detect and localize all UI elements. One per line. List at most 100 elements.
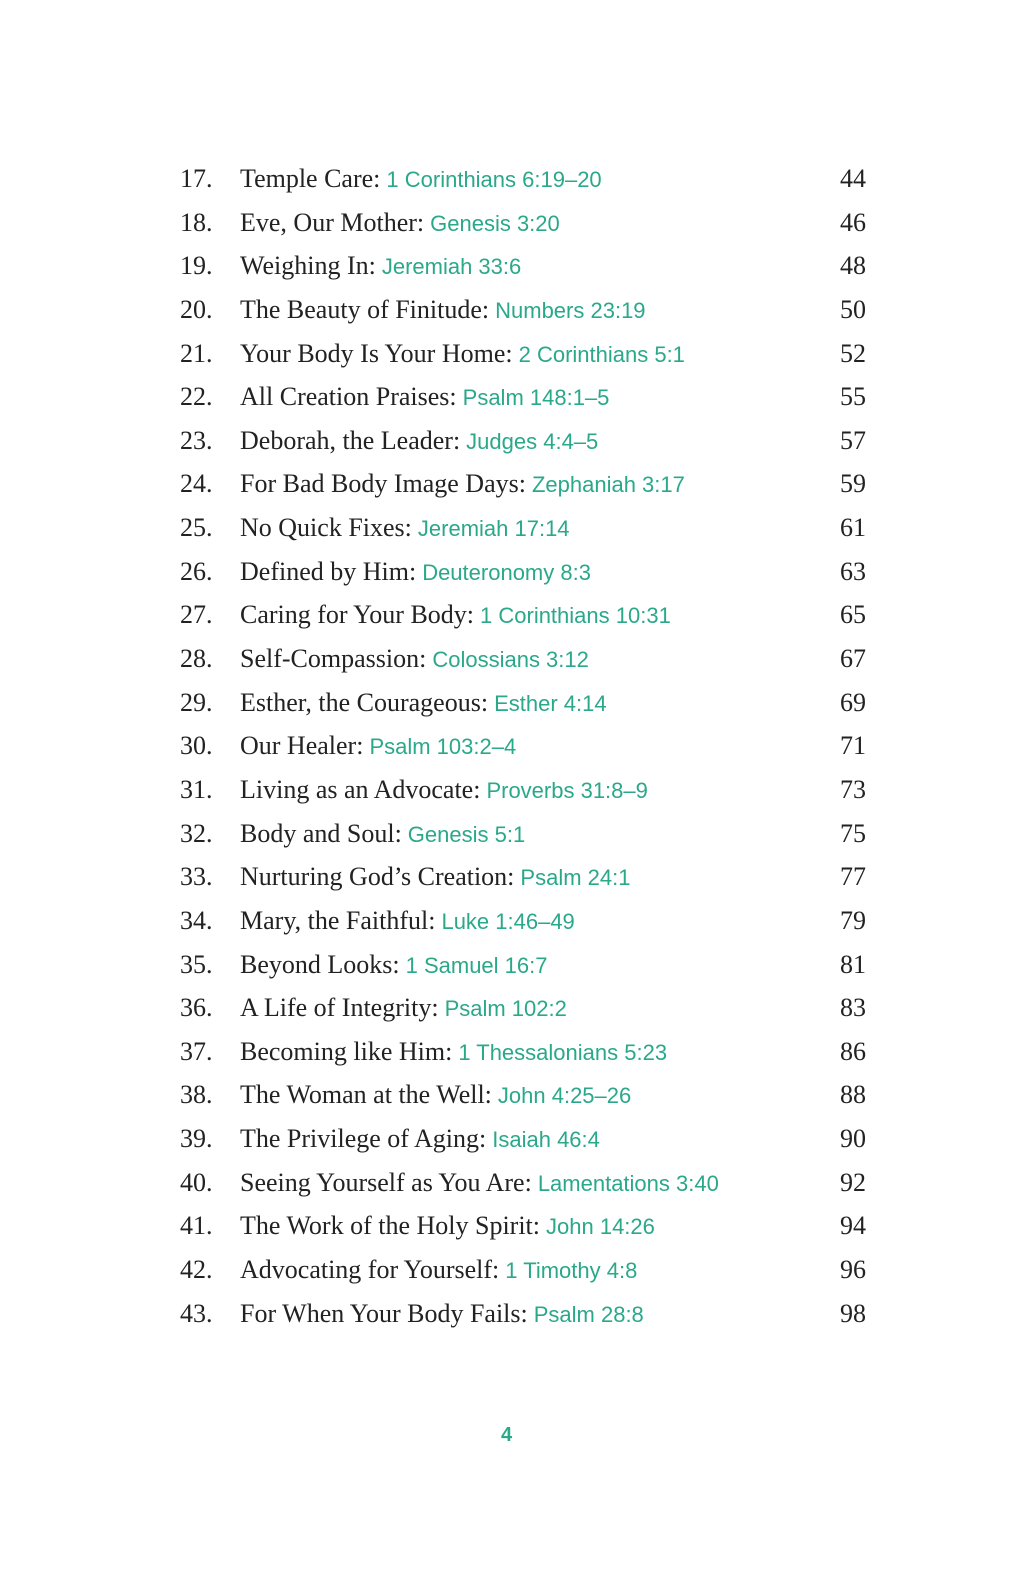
entry-page: 46 — [840, 207, 866, 237]
scripture-reference: Isaiah 46:4 — [492, 1127, 600, 1153]
toc-entry: 34. Mary, the Faithful: Luke 1:46–49 79 — [180, 902, 866, 946]
entry-title-text: Seeing Yourself as You Are: — [240, 1167, 532, 1197]
entry-title: All Creation Praises: Psalm 148:1–5 — [240, 378, 609, 417]
entry-number: 34. — [180, 905, 213, 935]
entry-title-text: A Life of Integrity: — [240, 993, 439, 1023]
entry-title: The Privilege of Aging: Isaiah 46:4 — [240, 1120, 600, 1159]
entry-title-text: The Privilege of Aging: — [240, 1124, 487, 1154]
scripture-reference: John 4:25–26 — [497, 1083, 632, 1109]
scripture-reference: Colossians 3:12 — [432, 647, 589, 673]
entry-page: 79 — [840, 905, 866, 935]
toc-entry: 35. Beyond Looks: 1 Samuel 16:7 81 — [180, 946, 866, 990]
entry-title: The Work of the Holy Spirit: John 14:26 — [240, 1207, 655, 1246]
toc-entry: 39. The Privilege of Aging: Isaiah 46:4 90 — [180, 1120, 866, 1164]
scripture-reference: Jeremiah 17:14 — [417, 516, 570, 542]
scripture-reference: Genesis 5:1 — [407, 821, 526, 847]
entry-number: 23. — [180, 425, 213, 455]
entry-title-text: Advocating for Yourself: — [240, 1255, 500, 1285]
scripture-reference: Psalm 28:8 — [533, 1301, 644, 1327]
scripture-reference: John 14:26 — [546, 1214, 655, 1240]
entry-page: 98 — [840, 1298, 866, 1328]
entry-title-text: Living as an Advocate: — [240, 774, 481, 804]
entry-page: 48 — [840, 251, 866, 281]
entry-title: Self-Compassion: Colossians 3:12 — [240, 640, 589, 679]
entry-number: 22. — [180, 382, 213, 412]
entry-page: 75 — [840, 818, 866, 848]
scripture-reference: 1 Samuel 16:7 — [405, 952, 548, 978]
entry-page: 69 — [840, 687, 866, 717]
entry-title-text: Caring for Your Body: — [240, 600, 475, 630]
entry-title: Beyond Looks: 1 Samuel 16:7 — [240, 946, 547, 985]
entry-number: 41. — [180, 1211, 213, 1241]
entry-title: Our Healer: Psalm 103:2–4 — [240, 727, 516, 766]
toc-entry: 26. Defined by Him: Deuteronomy 8:3 63 — [180, 553, 866, 597]
toc-entry: 18. Eve, Our Mother: Genesis 3:20 46 — [180, 204, 866, 248]
entry-title: Body and Soul: Genesis 5:1 — [240, 815, 525, 854]
entry-title: Esther, the Courageous: Esther 4:14 — [240, 684, 607, 723]
entry-number: 37. — [180, 1036, 213, 1066]
toc-entry: 25. No Quick Fixes: Jeremiah 17:14 61 — [180, 509, 866, 553]
scripture-reference: Judges 4:4–5 — [466, 428, 599, 454]
entry-title-text: Becoming like Him: — [240, 1036, 453, 1066]
scripture-reference: 1 Corinthians 6:19–20 — [386, 167, 602, 192]
entry-title-text: For Bad Body Image Days: — [240, 469, 526, 499]
scripture-reference: Lamentations 3:40 — [537, 1170, 719, 1196]
toc-entry: 30. Our Healer: Psalm 103:2–4 71 — [180, 727, 866, 771]
toc-entry: 40. Seeing Yourself as You Are: Lamentatio… — [180, 1164, 866, 1208]
toc-entry: 22. All Creation Praises: Psalm 148:1–5 55 — [180, 378, 866, 422]
scripture-reference: Genesis 3:20 — [430, 210, 560, 236]
entry-title: Deborah, the Leader: Judges 4:4–5 — [240, 422, 598, 461]
entry-number: 33. — [180, 862, 213, 892]
toc-entry: 37. Becoming like Him: 1 Thessalonians 5:2… — [180, 1033, 866, 1077]
scripture-reference: 2 Corinthians 5:1 — [518, 341, 685, 367]
toc-entry: 24. For Bad Body Image Days: Zephaniah 3:1… — [180, 465, 866, 509]
toc-entry: 19. Weighing In: Jeremiah 33:6 48 — [180, 247, 866, 291]
entry-title-text: Mary, the Faithful: — [240, 905, 436, 935]
scripture-reference: 1 Corinthians 10:31 — [480, 603, 671, 629]
entry-title: Seeing Yourself as You Are: Lamentations … — [240, 1164, 719, 1203]
entry-title-text: Esther, the Courageous: — [240, 687, 489, 717]
entry-number: 24. — [180, 469, 213, 499]
scripture-reference: Zephaniah 3:17 — [531, 472, 685, 498]
entry-title: A Life of Integrity: Psalm 102:2 — [240, 989, 567, 1028]
entry-title-text: Weighing In: — [240, 251, 376, 281]
entry-number: 17. — [180, 164, 213, 193]
entry-number: 26. — [180, 556, 213, 586]
entry-title: Eve, Our Mother: Genesis 3:20 — [240, 204, 560, 243]
entry-title-text: The Work of the Holy Spirit: — [240, 1211, 541, 1241]
entry-title-text: All Creation Praises: — [240, 382, 457, 412]
entry-page: 94 — [840, 1211, 866, 1241]
entry-number: 20. — [180, 294, 213, 324]
scripture-reference: Psalm 24:1 — [520, 865, 631, 891]
entry-page: 73 — [840, 774, 866, 804]
entry-title-text: Beyond Looks: — [240, 949, 400, 979]
entry-title: Becoming like Him: 1 Thessalonians 5:23 — [240, 1033, 667, 1072]
scripture-reference: Proverbs 31:8–9 — [486, 777, 648, 803]
toc-entry: 27. Caring for Your Body: 1 Corinthians 10… — [180, 596, 866, 640]
entry-page: 55 — [840, 382, 866, 412]
entry-page: 88 — [840, 1080, 866, 1110]
toc-entry: 33. Nurturing God’s Creation: Psalm 24:1 77 — [180, 858, 866, 902]
scripture-reference: Psalm 102:2 — [444, 996, 567, 1022]
entry-title: Temple Care: 1 Corinthians 6:19–20 — [240, 160, 602, 199]
entry-number: 32. — [180, 818, 213, 848]
entry-page: 65 — [840, 600, 866, 630]
entry-number: 28. — [180, 644, 213, 674]
scripture-reference: Esther 4:14 — [494, 690, 607, 716]
toc-entry: 17. Temple Care: 1 Corinthians 6:19–20 44 — [180, 160, 866, 204]
toc-entry: 31. Living as an Advocate: Proverbs 31:8–9… — [180, 771, 866, 815]
entry-title-text: Your Body Is Your Home: — [240, 338, 513, 368]
entry-page: 83 — [840, 993, 866, 1023]
entry-title: The Woman at the Well: John 4:25–26 — [240, 1076, 631, 1115]
entry-page: 52 — [840, 338, 866, 368]
entry-title-text: Nurturing God’s Creation: — [240, 862, 515, 892]
toc-entry: 29. Esther, the Courageous: Esther 4:14 69 — [180, 684, 866, 728]
entry-title: No Quick Fixes: Jeremiah 17:14 — [240, 509, 570, 548]
page-number: 4 — [500, 1424, 513, 1446]
entry-title-text: Self-Compassion: — [240, 644, 427, 674]
entry-page: 61 — [840, 513, 866, 543]
entry-number: 30. — [180, 731, 213, 761]
entry-title: Your Body Is Your Home: 2 Corinthians 5:1 — [240, 335, 685, 374]
entry-title-text: The Woman at the Well: — [240, 1080, 492, 1110]
entry-number: 42. — [180, 1255, 213, 1285]
